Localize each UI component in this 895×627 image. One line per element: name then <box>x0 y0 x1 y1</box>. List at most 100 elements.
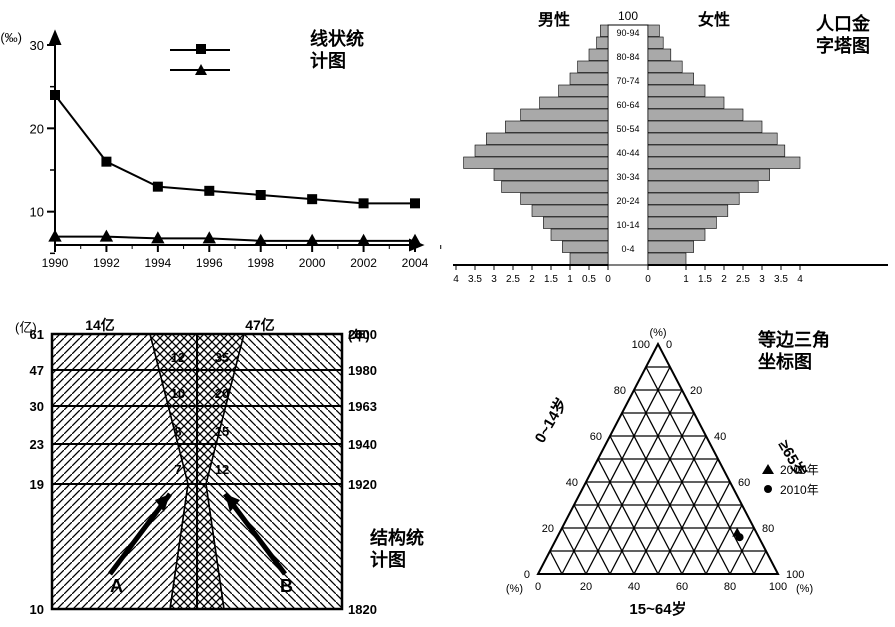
svg-text:B: B <box>280 576 293 596</box>
svg-text:15: 15 <box>215 424 229 439</box>
ternary-axis-bottom: 15~64岁 <box>629 600 686 618</box>
svg-text:(‰): (‰) <box>0 30 22 45</box>
triangle-marker-icon <box>762 464 774 474</box>
svg-text:40: 40 <box>565 477 577 489</box>
svg-text:80: 80 <box>723 581 735 593</box>
line-chart-title: 线状统 计图 <box>310 28 369 71</box>
line-chart-series1 <box>51 91 419 207</box>
svg-text:60-64: 60-64 <box>616 100 639 110</box>
svg-text:0: 0 <box>534 581 540 593</box>
circle-marker-icon <box>764 485 772 493</box>
svg-text:0: 0 <box>666 339 672 351</box>
pyramid-female-label: 女性 <box>698 10 730 29</box>
svg-text:100: 100 <box>631 339 649 351</box>
svg-text:0.5: 0.5 <box>582 274 596 285</box>
svg-text:2010年: 2010年 <box>780 483 819 497</box>
svg-text:2.5: 2.5 <box>736 274 750 285</box>
svg-text:4: 4 <box>453 274 459 285</box>
svg-text:100: 100 <box>786 569 804 581</box>
svg-text:47: 47 <box>30 363 44 378</box>
svg-text:20: 20 <box>30 121 44 136</box>
svg-text:35: 35 <box>215 350 229 365</box>
svg-text:30-34: 30-34 <box>616 172 639 182</box>
svg-text:19: 19 <box>30 477 44 492</box>
svg-text:60: 60 <box>589 431 601 443</box>
svg-text:3: 3 <box>491 274 497 285</box>
pyramid-title: 人口金 字塔图 <box>816 13 875 56</box>
pyramid-chart: 人口金 字塔图 男性 女性 100 90-9480-8470-7460-6450… <box>448 0 895 314</box>
pyramid-male-label: 男性 <box>538 10 570 29</box>
svg-text:23: 23 <box>30 437 44 452</box>
svg-text:1920: 1920 <box>348 477 377 492</box>
svg-text:1990: 1990 <box>42 256 69 270</box>
svg-text:8: 8 <box>174 424 181 439</box>
svg-text:80: 80 <box>613 385 625 397</box>
svg-text:10-14: 10-14 <box>616 220 639 230</box>
svg-text:20: 20 <box>541 523 553 535</box>
svg-text:20: 20 <box>579 581 591 593</box>
svg-text:1820: 1820 <box>348 602 377 617</box>
structure-top-left: 14亿 <box>85 317 115 333</box>
svg-text:2: 2 <box>529 274 535 285</box>
line-chart-xticks: 1990 1992 1994 1996 1998 2000 2002 2004 <box>42 245 441 270</box>
svg-text:60: 60 <box>738 477 750 489</box>
svg-text:80-84: 80-84 <box>616 52 639 62</box>
svg-text:1.5: 1.5 <box>698 274 712 285</box>
svg-text:1992: 1992 <box>93 256 120 270</box>
svg-text:2000年: 2000年 <box>780 463 819 477</box>
structure-title: 结构统 计图 <box>370 527 429 570</box>
svg-text:2000: 2000 <box>299 256 326 270</box>
svg-text:60: 60 <box>675 581 687 593</box>
svg-text:4: 4 <box>797 274 803 285</box>
svg-text:1.5: 1.5 <box>544 274 558 285</box>
svg-text:2002: 2002 <box>350 256 377 270</box>
svg-text:30: 30 <box>30 38 44 53</box>
svg-text:20: 20 <box>215 386 229 401</box>
ternary-title: 等边三角 坐标图 <box>758 329 835 372</box>
ternary-chart: 等边三角 坐标图 0002020204040406060608080801001… <box>448 314 895 627</box>
ternary-legend: 2000年 2010年 <box>762 463 819 497</box>
ternary-unit-br: (%) <box>796 583 813 595</box>
svg-text:90-94: 90-94 <box>616 28 639 38</box>
svg-text:1994: 1994 <box>145 256 172 270</box>
ternary-axis-left: 0~14岁 <box>530 394 570 445</box>
svg-text:3.5: 3.5 <box>468 274 482 285</box>
svg-text:1940: 1940 <box>348 437 377 452</box>
svg-text:20: 20 <box>690 385 702 397</box>
svg-text:A: A <box>110 576 123 596</box>
svg-text:10: 10 <box>30 205 44 220</box>
svg-text:1998: 1998 <box>247 256 274 270</box>
svg-text:0: 0 <box>523 569 529 581</box>
structure-yr-label: (年) <box>348 328 370 343</box>
svg-text:3: 3 <box>759 274 765 285</box>
structure-chart: 结构统 计图 612000471980301963231940191920101… <box>0 314 448 627</box>
svg-text:20-24: 20-24 <box>616 196 639 206</box>
line-chart-legend <box>170 44 230 75</box>
ternary-points <box>732 527 743 541</box>
svg-text:30: 30 <box>30 399 44 414</box>
svg-text:1: 1 <box>683 274 689 285</box>
svg-text:50-54: 50-54 <box>616 124 639 134</box>
line-chart-series2 <box>50 232 420 245</box>
square-marker-icon <box>196 44 206 54</box>
ternary-unit-top: (%) <box>649 327 666 339</box>
svg-text:40: 40 <box>627 581 639 593</box>
svg-text:40: 40 <box>714 431 726 443</box>
svg-text:0: 0 <box>605 274 611 285</box>
svg-text:7: 7 <box>174 462 181 477</box>
svg-text:10: 10 <box>171 386 185 401</box>
svg-text:80: 80 <box>762 523 774 535</box>
svg-text:12: 12 <box>171 350 185 365</box>
svg-text:12: 12 <box>215 462 229 477</box>
svg-text:1: 1 <box>567 274 573 285</box>
svg-text:1996: 1996 <box>196 256 223 270</box>
structure-top-right: 47亿 <box>245 317 275 333</box>
svg-text:2004: 2004 <box>402 256 429 270</box>
svg-text:1980: 1980 <box>348 363 377 378</box>
svg-text:1963: 1963 <box>348 399 377 414</box>
pyramid-xticks: 43.532.521.510.50011.522.533.54 <box>453 265 803 285</box>
svg-text:2: 2 <box>721 274 727 285</box>
svg-text:70-74: 70-74 <box>616 76 639 86</box>
svg-text:0-4: 0-4 <box>621 244 634 254</box>
svg-text:10: 10 <box>30 602 44 617</box>
